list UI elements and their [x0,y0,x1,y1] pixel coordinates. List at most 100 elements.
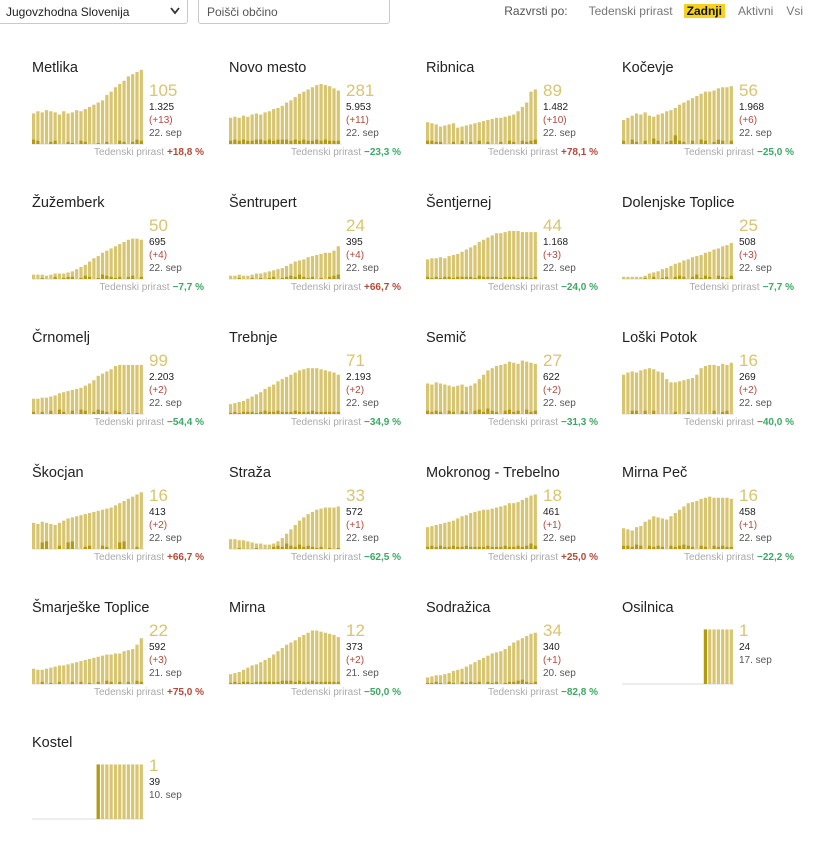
municipality-card[interactable]: Metlika 105 1.325 (+13) 22. sep Tedenski prir… [32,60,204,180]
new-cases-bar [473,410,477,414]
municipality-name: Trebnje [229,330,278,346]
new-cases-bar [229,412,233,414]
weekly-growth: Tedenski prirast +75,0 % [94,687,204,698]
sort-option-all[interactable]: Vsi [786,4,803,18]
new-cases-bar [79,409,83,414]
new-cases-bar [233,681,237,684]
municipality-card[interactable]: Straža 33 572 (+1) 22. sep Tedenski prirast −6… [229,465,401,585]
weekly-growth: Tedenski prirast −7,7 % [100,282,204,293]
municipality-card[interactable]: Dolenjske Toplice 25 508 (+3) 22. sep Tedensk… [622,195,794,315]
new-cases-bar [53,140,57,144]
municipality-card[interactable]: Mokronog - Trebelno 18 461 (+1) 22. sep Teden… [426,465,598,585]
new-cases-bar [267,139,271,144]
new-cases-bar [725,277,729,279]
municipality-card[interactable]: Mirna 12 373 (+2) 21. sep Tedenski prirast −50… [229,600,401,720]
daily-change-value: (+1) [739,520,758,531]
daily-change-value: (+2) [346,385,365,396]
new-cases-bar [332,275,336,279]
active-cases-bar [507,115,512,144]
weekly-growth-value: −62,5 % [364,552,401,563]
active-cases-bar [712,364,716,414]
active-cases-bar [473,511,477,549]
municipality-card[interactable]: Loški Potok 16 269 (+2) 22. sep Tedenski prir… [622,330,794,450]
active-cases-bar [512,114,516,144]
total-cases-value: 508 [739,237,756,248]
total-cases-value: 1.482 [543,102,569,113]
new-cases-bar [721,276,725,279]
daily-change-value: (+4) [346,250,365,261]
active-cases-bar [241,400,246,414]
sort-option-latest[interactable]: Zadnji [683,4,725,18]
active-cases-bar [88,513,92,549]
daily-change-value: (+3) [543,250,562,261]
new-cases-bar [451,545,456,549]
new-cases-bar [520,679,524,684]
new-cases-bar [622,140,626,144]
active-cases-bar [53,273,57,279]
municipality-card[interactable]: Mirna Peč 16 458 (+1) 22. sep Tedenski priras… [622,465,794,585]
new-cases-bar [477,409,481,414]
municipality-name: Kostel [32,735,73,751]
sort-option-active[interactable]: Aktivni [737,4,774,18]
search-input[interactable]: Poišči občino [198,0,390,24]
active-cases-bar [241,275,246,279]
new-cases-bar [525,276,529,279]
new-cases-bar [306,140,310,144]
active-cases-bar [426,383,430,414]
active-cases-bar [520,232,524,279]
municipality-card[interactable]: Ribnica 89 1.482 (+10) 22. sep Tedenski prira… [426,60,598,180]
active-cases-bar [336,506,340,549]
active-cases-bar [131,764,135,819]
new-cases-bar [267,411,271,414]
new-cases-bar [122,541,126,549]
municipality-card[interactable]: Šmarješke Toplice 22 592 (+3) 21. sep Tedensk… [32,600,204,720]
active-cases-bar [44,110,49,144]
new-cases-bar [490,276,494,279]
municipality-card[interactable]: Kočevje 56 1.968 (+6) 22. sep Tedenski priras… [622,60,794,180]
municipality-card[interactable]: Trebnje 71 2.193 (+2) 22. sep Tedenski priras… [229,330,401,450]
total-cases-value: 413 [149,507,166,518]
active-cases-bar [49,396,53,414]
new-cases-bar [434,681,438,684]
municipality-card[interactable]: Škocjan 16 413 (+2) 22. sep Tedenski prirast +… [32,465,204,585]
municipality-card[interactable]: Novo mesto 281 5.953 (+11) 22. sep Tedenski p… [229,60,401,180]
municipality-card[interactable]: Šentrupert 24 395 (+4) 22. sep Tedenski prira… [229,195,401,315]
daily-change-value: (+1) [346,520,365,531]
new-cases-bar [40,277,44,279]
active-cases-bar [460,384,464,414]
active-cases-bar [53,395,57,414]
new-cases-bar [712,545,716,549]
municipality-card[interactable]: Sodražica 34 340 (+1) 20. sep Tedenski priras… [426,600,598,720]
municipality-card[interactable]: Semič 27 622 (+2) 22. sep Tedenski prirast −31… [426,330,598,450]
weekly-growth-value: −34,9 % [364,417,401,428]
new-cases-bar [456,276,460,279]
new-cases-bar [280,277,284,279]
active-cases-bar [725,245,729,279]
new-cases-bar [451,682,456,684]
new-cases-bar [486,545,490,549]
active-cases-bar [289,642,293,684]
municipality-card[interactable]: Šentjernej 44 1.168 (+3) 22. sep Tedenski pri… [426,195,598,315]
new-cases-bar [96,142,100,144]
new-cases-bar [319,140,323,144]
active-cases-bar [477,379,481,414]
municipality-card[interactable]: Kostel 1 39 10. sep [32,735,202,855]
sort-option-weekly-growth[interactable]: Tedenski prirast [588,4,673,18]
active-cases-bar [263,660,267,684]
active-cases-bar [79,111,83,144]
new-cases-bar [708,276,712,279]
municipality-card[interactable]: Žužemberk 50 695 (+4) 22. sep Tedenski priras… [32,195,204,315]
new-cases-bar [434,276,438,279]
active-cases-bar [126,239,130,279]
sparkline-chart [229,84,341,145]
active-cases-bar [630,371,634,414]
municipality-card[interactable]: Črnomelj 99 2.203 (+2) 22. sep Tedenski prira… [32,330,204,450]
region-select[interactable]: Jugovzhodna Slovenija [0,0,188,24]
municipality-card[interactable]: Osilnica 1 24 17. sep [622,600,792,720]
active-cases-bar [529,633,533,684]
new-cases-bar [315,139,319,144]
active-cases-bar [332,250,336,279]
new-cases-bar [460,681,464,684]
active-cases-bar [40,274,44,279]
new-cases-bar [246,681,250,684]
